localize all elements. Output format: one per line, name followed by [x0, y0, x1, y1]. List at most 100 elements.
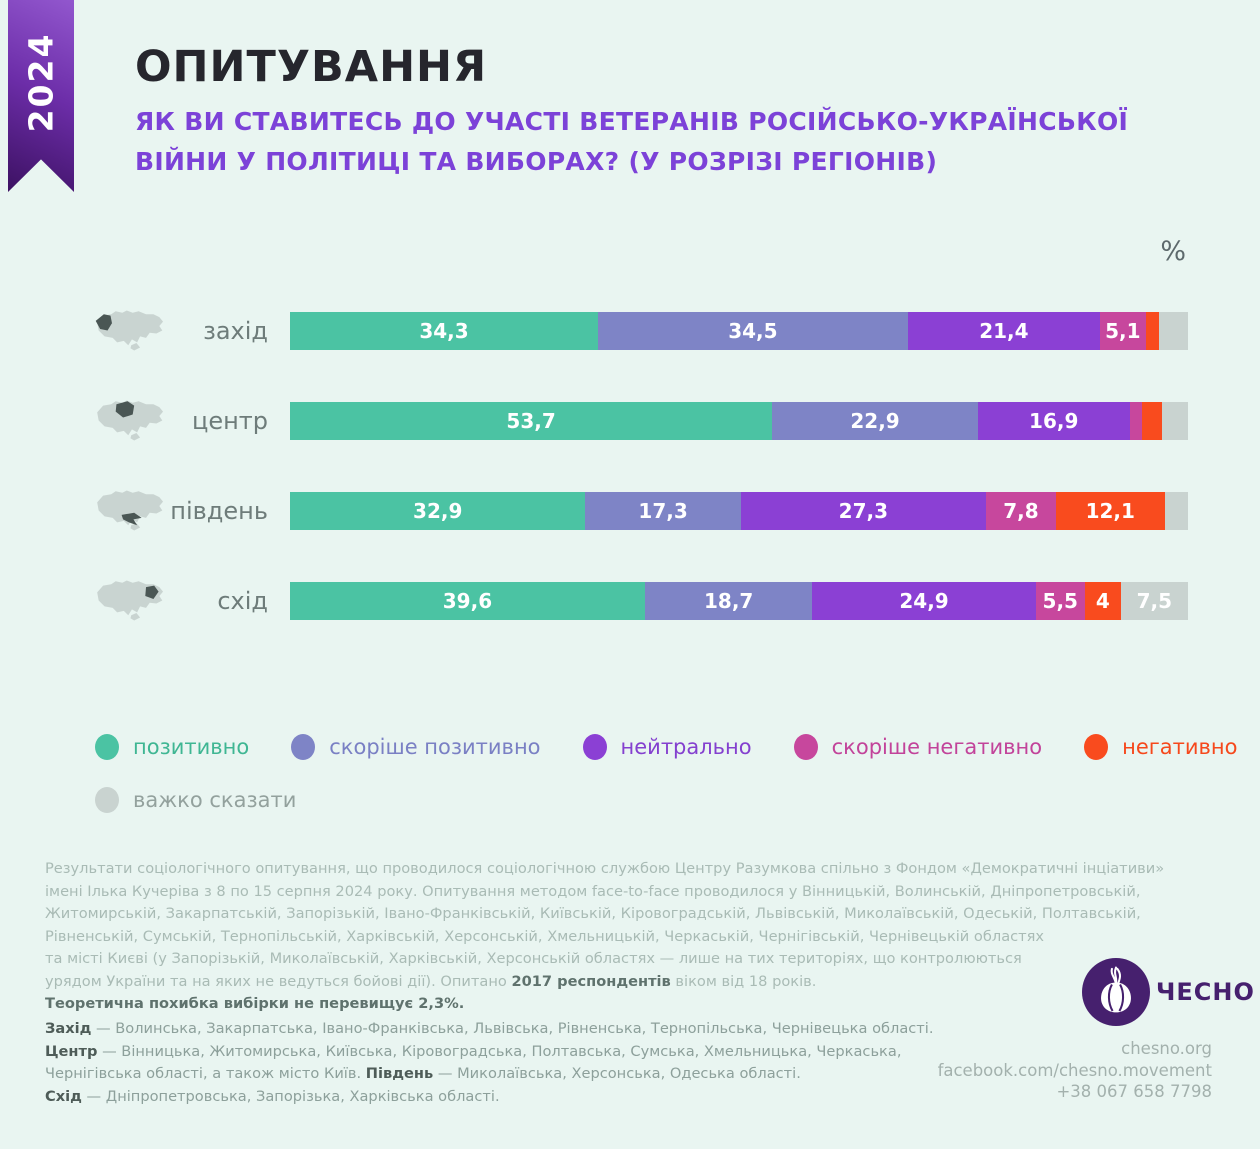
- legend-dot-positive: [95, 734, 119, 760]
- ukraine-map-west-icon: [92, 302, 166, 356]
- methodology-line: урядом України та на яких не ведуться бо…: [45, 972, 817, 990]
- bar-segment-positive: 39,6: [290, 582, 645, 620]
- segment-value-label: 5,5: [1042, 589, 1078, 613]
- bar-segment-negative: 4: [1084, 582, 1121, 620]
- bar-segment-rather-negative: 5,5: [1035, 582, 1085, 620]
- stacked-bar-chart: захід 34,3 34,5 21,4 5,1 центр 53,7 22,9 16,9 пів…: [0, 292, 1260, 652]
- segment-value-label: 7,8: [1003, 499, 1039, 523]
- bar-segment-hard-to-say: [1161, 402, 1188, 440]
- stacked-bar-center: 53,7 22,9 16,9: [290, 402, 1188, 440]
- chesno-garlic-icon: [1082, 958, 1150, 1026]
- bar-segment-neutral: 24,9: [812, 582, 1036, 620]
- legend-label-rather-negative: скоріше негативно: [831, 735, 1043, 759]
- ukraine-map-center-icon: [92, 392, 166, 446]
- respondents-count: 2017 респондентів: [511, 972, 671, 990]
- facebook-url: facebook.com/chesno.movement: [937, 1060, 1212, 1080]
- legend-dot-neutral: [582, 734, 607, 760]
- legend-item-rather-negative: скоріше негативно: [793, 734, 1043, 760]
- bar-segment-negative: 12,1: [1055, 492, 1165, 530]
- legend-row-2: важко сказати: [95, 787, 296, 813]
- bar-segment-neutral: 21,4: [907, 312, 1100, 350]
- segment-value-label: 7,5: [1136, 589, 1173, 613]
- segment-value-label: 18,7: [704, 589, 754, 613]
- legend-dot-negative: [1084, 734, 1109, 760]
- percent-unit-label: %: [1160, 236, 1186, 267]
- year-label: 2024: [21, 32, 61, 132]
- legend-item-hard-to-say: важко сказати: [95, 787, 296, 813]
- region-label-west: захід: [203, 317, 268, 345]
- regions-line: Схід — Дніпропетровська, Запорізька, Хар…: [45, 1087, 500, 1105]
- bar-segment-negative: [1142, 402, 1162, 440]
- legend-label-negative: негативно: [1122, 735, 1238, 759]
- methodology-line: Результати соціологічного опитування, що…: [45, 860, 1165, 877]
- website-url: chesno.org: [1121, 1039, 1212, 1058]
- chart-row-center: центр 53,7 22,9 16,9: [0, 382, 1260, 472]
- stacked-bar-west: 34,3 34,5 21,4 5,1: [290, 312, 1188, 350]
- bar-segment-hard-to-say: [1159, 312, 1188, 350]
- bar-segment-hard-to-say: [1164, 492, 1188, 530]
- bar-segment-negative: [1145, 312, 1160, 350]
- region-label-center: центр: [191, 407, 268, 435]
- bar-segment-hard-to-say: 7,5: [1120, 582, 1188, 620]
- regions-definition-note: Захід — Волинська, Закарпатська, Івано-Ф…: [45, 1018, 934, 1108]
- legend-label-neutral: нейтрально: [620, 735, 752, 759]
- methodology-line: Рівненській, Сумській, Тернопільській, Х…: [45, 927, 1045, 945]
- stacked-bar-south: 32,9 17,3 27,3 7,8 12,1: [290, 492, 1188, 530]
- brand-name: ЧЕСНО: [1156, 978, 1255, 1006]
- bar-segment-positive: 53,7: [290, 402, 773, 440]
- regions-line: Центр — Вінницька, Житомирська, Київська…: [45, 1042, 902, 1060]
- segment-value-label: 16,9: [1029, 409, 1079, 433]
- methodology-line: Житомирській, Закарпатській, Запорізькій…: [45, 905, 1141, 922]
- phone-number: +38 067 658 7798: [1056, 1082, 1212, 1101]
- legend-row-1: позитивно скоріше позитивно нейтрально скор…: [95, 734, 1237, 760]
- chart-row-east: схід 39,6 18,7 24,9 5,5 4 7,5: [0, 562, 1260, 652]
- page-title: ОПИТУВАННЯ: [135, 42, 488, 92]
- segment-value-label: 34,3: [419, 319, 469, 343]
- legend-label-hard-to-say: важко сказати: [133, 788, 297, 812]
- region-label-east: схід: [217, 587, 268, 615]
- segment-value-label: 4: [1095, 589, 1110, 613]
- ukraine-map-east-icon: [92, 572, 166, 626]
- bar-segment-rather-negative: [1129, 402, 1143, 440]
- legend-item-negative: негативно: [1084, 734, 1237, 760]
- regions-line: Чернігівська області, а також місто Київ…: [45, 1065, 801, 1082]
- bar-segment-rather-negative: 7,8: [985, 492, 1056, 530]
- legend-label-rather-positive: скоріше позитивно: [329, 735, 541, 759]
- segment-value-label: 5,1: [1105, 319, 1141, 343]
- legend-dot-rather-positive: [291, 734, 316, 760]
- segment-value-label: 32,9: [413, 499, 463, 523]
- methodology-line: імені Ілька Кучеріва з 8 по 15 серпня 20…: [45, 882, 1141, 900]
- bar-segment-rather-positive: 22,9: [772, 402, 978, 440]
- legend-item-positive: позитивно: [95, 734, 249, 760]
- ukraine-map-south-icon: [92, 482, 166, 536]
- bar-segment-positive: 32,9: [290, 492, 586, 530]
- stacked-bar-east: 39,6 18,7 24,9 5,5 4 7,5: [290, 582, 1188, 620]
- bar-segment-rather-positive: 34,5: [598, 312, 908, 350]
- segment-value-label: 34,5: [728, 319, 778, 343]
- bar-segment-neutral: 16,9: [977, 402, 1130, 440]
- chart-row-south: південь 32,9 17,3 27,3 7,8 12,1: [0, 472, 1260, 562]
- chesno-logo: [1082, 958, 1150, 1026]
- region-label-south: південь: [170, 497, 268, 525]
- survey-question-line1: ЯК ВИ СТАВИТЕСЬ ДО УЧАСТІ ВЕТЕРАНІВ РОСІ…: [135, 107, 1129, 136]
- segment-value-label: 24,9: [899, 589, 949, 613]
- survey-question-line2: ВІЙНИ У ПОЛІТИЦІ ТА ВИБОРАХ? (У РОЗРІЗІ …: [135, 147, 938, 176]
- year-ribbon: 2024: [8, 0, 74, 192]
- segment-value-label: 22,9: [850, 409, 900, 433]
- segment-value-label: 39,6: [442, 589, 493, 613]
- segment-value-label: 27,3: [838, 499, 889, 523]
- methodology-line: та місті Києві (у Запорізькій, Миколаївс…: [45, 950, 1022, 967]
- bar-segment-rather-negative: 5,1: [1099, 312, 1146, 350]
- segment-value-label: 12,1: [1085, 499, 1135, 523]
- bar-segment-neutral: 27,3: [740, 492, 986, 530]
- legend-dot-hard-to-say: [95, 787, 119, 813]
- legend-item-neutral: нейтрально: [582, 734, 752, 760]
- contact-block: chesno.org facebook.com/chesno.movement …: [938, 1038, 1212, 1103]
- survey-methodology-note: Результати соціологічного опитування, що…: [45, 858, 1164, 1016]
- segment-value-label: 17,3: [638, 499, 688, 523]
- bar-segment-positive: 34,3: [290, 312, 598, 350]
- segment-value-label: 21,4: [979, 319, 1029, 343]
- legend-label-positive: позитивно: [133, 735, 250, 759]
- segment-value-label: 53,7: [506, 409, 556, 433]
